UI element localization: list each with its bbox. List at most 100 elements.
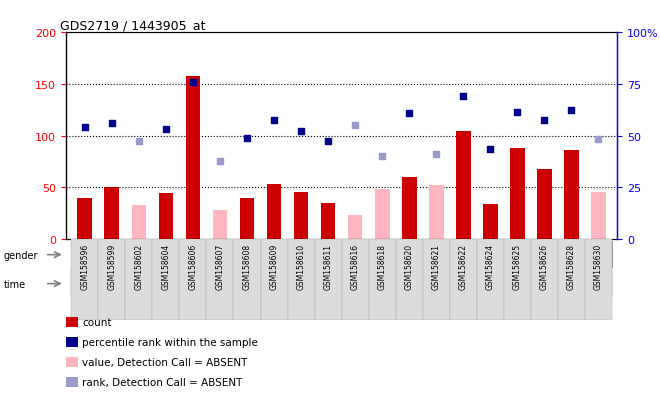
Bar [98, 240, 125, 320]
Bar [375, 190, 389, 240]
Text: GSM158604: GSM158604 [162, 244, 170, 290]
Text: female: female [455, 249, 498, 261]
Text: gender: gender [3, 250, 38, 260]
Bar [429, 186, 444, 240]
Bar [125, 271, 180, 297]
Point [350, 123, 360, 129]
Point [377, 154, 387, 160]
Bar [342, 240, 368, 320]
Text: GSM158624: GSM158624 [486, 244, 494, 290]
Bar [294, 192, 308, 240]
Text: rank, Detection Call = ABSENT: rank, Detection Call = ABSENT [82, 377, 243, 387]
Text: GSM158602: GSM158602 [135, 244, 143, 290]
Text: GSM158609: GSM158609 [269, 244, 279, 290]
Bar [234, 240, 261, 320]
Bar [180, 271, 234, 297]
Point [323, 138, 333, 145]
Bar [71, 240, 98, 320]
Bar [504, 271, 558, 297]
Text: GSM158621: GSM158621 [432, 244, 441, 290]
Bar [261, 240, 288, 320]
Text: 18.5 dpc: 18.5 dpc [565, 280, 605, 288]
Point [512, 109, 523, 116]
Bar [240, 198, 254, 240]
Point [80, 125, 90, 131]
Bar [104, 188, 119, 240]
Bar [288, 271, 342, 297]
Point [296, 129, 306, 135]
Text: 14.5 dpc: 14.5 dpc [187, 280, 226, 288]
Text: GSM158618: GSM158618 [378, 244, 387, 290]
Point [187, 79, 198, 86]
Text: 11.5 dpc: 11.5 dpc [349, 280, 388, 288]
Bar [207, 240, 234, 320]
Point [404, 110, 414, 117]
Bar [185, 76, 201, 240]
Text: 14.5 dpc: 14.5 dpc [457, 280, 496, 288]
Text: GSM158616: GSM158616 [350, 244, 360, 290]
Point [160, 127, 171, 133]
Bar [267, 185, 281, 240]
Bar [564, 151, 579, 240]
Bar [449, 271, 504, 297]
Point [431, 152, 442, 158]
Text: GSM158599: GSM158599 [108, 244, 116, 290]
Text: GSM158607: GSM158607 [215, 244, 224, 290]
Text: GSM158610: GSM158610 [296, 244, 306, 290]
Text: value, Detection Call = ABSENT: value, Detection Call = ABSENT [82, 357, 248, 367]
Bar [71, 242, 342, 268]
Text: GSM158622: GSM158622 [459, 244, 468, 290]
Bar [71, 271, 125, 297]
Text: 16.5 dpc: 16.5 dpc [511, 280, 550, 288]
Point [566, 107, 576, 114]
Bar [234, 271, 288, 297]
Text: GSM158608: GSM158608 [242, 244, 251, 290]
Bar [537, 169, 552, 240]
Text: 16.5 dpc: 16.5 dpc [241, 280, 280, 288]
Text: GSM158625: GSM158625 [513, 244, 521, 290]
Text: time: time [3, 279, 26, 289]
Point [242, 135, 252, 142]
Text: percentile rank within the sample: percentile rank within the sample [82, 337, 258, 347]
Bar [125, 240, 152, 320]
Bar [510, 149, 525, 240]
Bar [395, 271, 449, 297]
Bar [449, 240, 477, 320]
Point [107, 121, 117, 127]
Bar [77, 198, 92, 240]
Text: male: male [191, 249, 222, 261]
Bar [455, 132, 471, 240]
Bar [482, 204, 498, 240]
Point [539, 117, 549, 124]
Point [134, 138, 145, 145]
Point [593, 136, 603, 143]
Text: GSM158630: GSM158630 [594, 244, 603, 290]
Point [458, 94, 469, 100]
Text: 11.5 dpc: 11.5 dpc [79, 280, 118, 288]
Text: 18.5 dpc: 18.5 dpc [295, 280, 334, 288]
Bar [368, 240, 395, 320]
Bar [321, 204, 335, 240]
Text: count: count [82, 317, 112, 327]
Bar [422, 240, 449, 320]
Bar [213, 211, 228, 240]
Bar [152, 240, 180, 320]
Bar [504, 240, 531, 320]
Bar [395, 240, 422, 320]
Text: GSM158606: GSM158606 [189, 244, 197, 290]
Text: 12.5 dpc: 12.5 dpc [133, 280, 172, 288]
Bar [131, 206, 147, 240]
Bar [158, 193, 174, 240]
Bar [531, 240, 558, 320]
Bar [315, 240, 342, 320]
Text: GSM158628: GSM158628 [567, 244, 576, 290]
Bar [180, 240, 207, 320]
Point [269, 117, 279, 124]
Point [214, 159, 225, 165]
Text: 12.5 dpc: 12.5 dpc [403, 280, 442, 288]
Text: GDS2719 / 1443905_at: GDS2719 / 1443905_at [61, 19, 206, 32]
Bar [591, 192, 606, 240]
Bar [585, 240, 612, 320]
Text: GSM158626: GSM158626 [540, 244, 548, 290]
Bar [342, 271, 395, 297]
